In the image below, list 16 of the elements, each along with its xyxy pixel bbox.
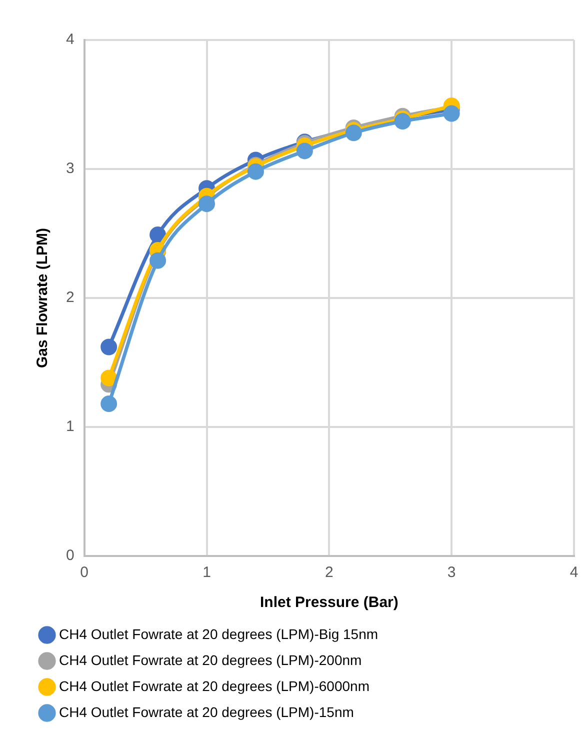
x-tick-label: 2 — [325, 564, 334, 582]
legend-label: CH4 Outlet Fowrate at 20 degrees (LPM)-Big 15nm — [59, 626, 378, 642]
y-tick-label: 3 — [66, 160, 74, 178]
x-axis-title: Inlet Pressure (Bar) — [260, 594, 398, 612]
x-tick-label: 1 — [202, 564, 211, 582]
x-tick-label: 4 — [570, 564, 578, 582]
y-tick-label: 2 — [66, 289, 74, 306]
legend-label: CH4 Outlet Fowrate at 20 degrees (LPM)-6000nm — [59, 678, 370, 694]
y-tick-label: 4 — [66, 31, 74, 48]
legend-label: CH4 Outlet Fowrate at 20 degrees (LPM)-15nm — [59, 704, 354, 720]
y-tick-label: 1 — [66, 418, 74, 436]
y-tick-label: 0 — [66, 547, 74, 564]
y-axis-title: Gas Flowrate (LPM) — [34, 228, 52, 368]
legend-label: CH4 Outlet Fowrate at 20 degrees (LPM)-200nm — [59, 652, 362, 668]
x-tick-label: 3 — [447, 564, 456, 582]
x-tick-label: 0 — [80, 564, 89, 582]
